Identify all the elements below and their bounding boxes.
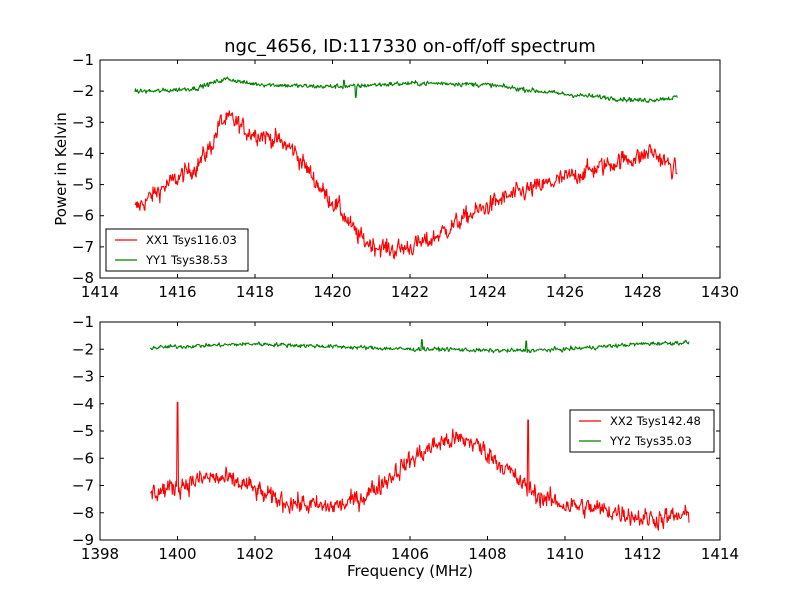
y-tick-label: −3 [72, 113, 94, 131]
x-tick-label: 1402 [236, 545, 274, 563]
series-line-top-1 [134, 76, 678, 103]
top-legend: XX1 Tsys116.03 YY1 Tsys38.53 [105, 228, 249, 272]
bottom-legend: XX2 Tsys142.48 YY2 Tsys35.03 [569, 409, 715, 453]
y-tick-label: −9 [72, 531, 94, 549]
y-tick-label: −6 [72, 207, 94, 225]
x-tick-label: 1398 [81, 545, 119, 563]
series-line-bottom-0 [150, 401, 690, 531]
x-tick-label: 1406 [391, 545, 429, 563]
x-tick-label: 1400 [158, 545, 196, 563]
x-tick-label: 1420 [313, 283, 351, 301]
x-tick-label: 1412 [623, 545, 661, 563]
chart-title: ngc_4656, ID:117330 on-off/off spectrum [224, 36, 596, 57]
x-tick-label: 1414 [81, 283, 119, 301]
x-tick-label: 1404 [313, 545, 351, 563]
legend-box [569, 409, 715, 453]
y-tick-label: −1 [72, 51, 94, 69]
y-tick-label: −2 [72, 82, 94, 100]
top-series-group [134, 76, 678, 260]
y-tick-label: −2 [72, 340, 94, 358]
x-tick-label: 1428 [623, 283, 661, 301]
legend-label: XX1 Tsys116.03 [146, 233, 237, 247]
top-y-axis-label: Power in Kelvin [52, 112, 70, 226]
y-tick-label: −4 [72, 144, 94, 162]
y-tick-label: −6 [72, 449, 94, 467]
x-tick-label: 1410 [546, 545, 584, 563]
y-tick-label: −1 [72, 313, 94, 331]
bottom-ticks-group: 1398 1400 1402 1404 1406 1408 1410 1412 1414 −9 −8… [72, 313, 739, 563]
x-tick-label: 1418 [236, 283, 274, 301]
legend-label: XX2 Tsys142.48 [610, 414, 701, 428]
y-tick-label: −5 [72, 176, 94, 194]
x-tick-label: 1424 [468, 283, 506, 301]
legend-box [105, 228, 249, 272]
top-subplot: 1414 1416 1418 1420 1422 1424 1426 1428 1430 −8 −7… [52, 51, 739, 301]
legend-label: YY1 Tsys38.53 [145, 253, 228, 267]
bottom-subplot: 1398 1400 1402 1404 1406 1408 1410 1412 1414 −9 −8… [72, 313, 739, 580]
top-ticks-group: 1414 1416 1418 1420 1422 1424 1426 1428 1430 −8 −7… [72, 51, 739, 301]
x-tick-label: 1426 [546, 283, 584, 301]
y-tick-label: −7 [72, 238, 94, 256]
series-line-top-0 [134, 110, 678, 260]
y-tick-label: −7 [72, 477, 94, 495]
x-axis-label: Frequency (MHz) [347, 562, 473, 580]
series-line-bottom-1 [149, 339, 690, 354]
y-tick-label: −5 [72, 422, 94, 440]
x-tick-label: 1414 [701, 545, 739, 563]
bottom-series-group [149, 339, 690, 531]
y-tick-label: −8 [72, 269, 94, 287]
x-tick-label: 1416 [158, 283, 196, 301]
x-tick-label: 1430 [701, 283, 739, 301]
y-tick-label: −8 [72, 504, 94, 522]
y-tick-label: −4 [72, 395, 94, 413]
x-tick-label: 1422 [391, 283, 429, 301]
y-tick-label: −3 [72, 368, 94, 386]
legend-label: YY2 Tsys35.03 [609, 434, 692, 448]
x-tick-label: 1408 [468, 545, 506, 563]
